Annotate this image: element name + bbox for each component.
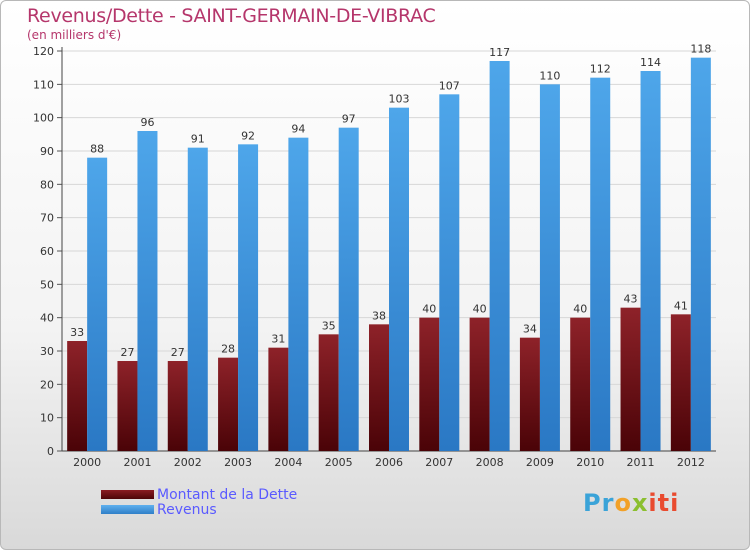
bar-revenus-2003 [238, 144, 259, 452]
data-label-dette-2008: 40 [473, 303, 487, 316]
bar-dette-2010 [570, 317, 591, 451]
legend-label-dette: Montant de la Dette [157, 486, 298, 503]
bar-dette-2012 [670, 314, 691, 451]
data-label-revenus-2009: 110 [539, 69, 560, 82]
data-label-dette-2009: 34 [523, 323, 537, 336]
data-label-dette-2000: 33 [70, 326, 84, 339]
bar-revenus-2000 [87, 157, 108, 451]
ytick-label-80: 80 [40, 178, 54, 191]
data-label-revenus-2012: 118 [690, 43, 711, 56]
ytick-label-10: 10 [40, 412, 54, 425]
data-label-revenus-2003: 92 [241, 129, 255, 142]
bar-revenus-2011 [640, 71, 661, 451]
bar-dette-2004 [268, 347, 289, 451]
bar-revenus-2010 [590, 77, 611, 452]
xtick-label-2002: 2002 [174, 456, 202, 469]
data-label-revenus-2005: 97 [342, 113, 356, 126]
legend-swatch-revenus [101, 505, 154, 514]
ytick-label-120: 120 [33, 45, 54, 58]
proxiti-logo: Proxiti [583, 489, 679, 517]
xtick-label-2000: 2000 [73, 456, 101, 469]
legend-label-revenus: Revenus [157, 501, 217, 518]
ytick-label-0: 0 [47, 445, 54, 458]
data-label-revenus-2001: 96 [140, 116, 154, 129]
data-label-revenus-2011: 114 [640, 56, 661, 69]
ytick-label-70: 70 [40, 212, 54, 225]
logo-part-3: x [631, 489, 649, 517]
ytick-label-100: 100 [33, 112, 54, 125]
bar-revenus-2009 [539, 84, 560, 451]
ytick-label-60: 60 [40, 245, 54, 258]
xtick-label-2004: 2004 [274, 456, 302, 469]
xtick-label-2005: 2005 [325, 456, 353, 469]
xtick-label-2011: 2011 [627, 456, 655, 469]
bar-revenus-2007 [439, 94, 460, 451]
ytick-label-110: 110 [33, 78, 54, 91]
legend-item-dette: Montant de la Dette [101, 486, 298, 503]
data-label-dette-2004: 31 [271, 333, 285, 346]
bar-dette-2011 [620, 307, 641, 451]
data-label-revenus-2007: 107 [439, 79, 460, 92]
xtick-label-2008: 2008 [476, 456, 504, 469]
ytick-label-40: 40 [40, 312, 54, 325]
ytick-label-90: 90 [40, 145, 54, 158]
ytick-label-20: 20 [40, 378, 54, 391]
bar-revenus-2006 [389, 107, 409, 452]
data-label-revenus-2002: 91 [191, 133, 205, 146]
bar-revenus-2004 [288, 137, 309, 451]
bar-dette-2003 [218, 357, 239, 451]
bar-revenus-2001 [137, 131, 158, 451]
chart-subtitle: (en milliers d'€) [27, 28, 122, 42]
legend-swatch-dette [101, 490, 154, 499]
data-label-dette-2011: 43 [624, 293, 638, 306]
xtick-label-2012: 2012 [677, 456, 705, 469]
data-label-revenus-2004: 94 [291, 123, 305, 136]
xtick-label-2010: 2010 [576, 456, 604, 469]
bar-dette-2005 [318, 334, 339, 451]
bar-dette-2006 [369, 324, 389, 451]
bar-dette-2001 [117, 361, 138, 451]
bar-revenus-2002 [187, 147, 208, 451]
xtick-label-2009: 2009 [526, 456, 554, 469]
data-label-dette-2012: 41 [674, 299, 688, 312]
data-label-dette-2001: 27 [120, 346, 134, 359]
data-label-dette-2003: 28 [221, 343, 235, 356]
data-label-dette-2007: 40 [422, 303, 436, 316]
data-label-revenus-2000: 88 [90, 143, 104, 156]
data-label-revenus-2006: 103 [389, 93, 410, 106]
legend: Montant de la Dette Revenus [101, 486, 298, 518]
data-label-revenus-2010: 112 [590, 63, 611, 76]
bar-dette-2002 [167, 361, 188, 451]
xtick-label-2007: 2007 [425, 456, 453, 469]
bar-dette-2009 [519, 337, 540, 451]
ytick-label-30: 30 [40, 345, 54, 358]
data-label-dette-2010: 40 [573, 303, 587, 316]
data-label-dette-2005: 35 [322, 319, 336, 332]
bar-revenus-2008 [489, 61, 510, 451]
logo-part-2: o [614, 489, 632, 517]
chart-title: Revenus/Dette - SAINT-GERMAIN-DE-VIBRAC [27, 5, 436, 27]
legend-item-revenus: Revenus [101, 501, 297, 518]
logo-part-1: Pr [583, 489, 615, 517]
bar-dette-2007 [419, 317, 440, 451]
bar-revenus-2005 [338, 127, 359, 452]
xtick-label-2001: 2001 [123, 456, 151, 469]
data-label-dette-2006: 38 [372, 309, 386, 322]
xtick-label-2003: 2003 [224, 456, 252, 469]
bar-revenus-2012 [690, 57, 711, 452]
logo-part-4: iti [648, 489, 680, 517]
xtick-label-2006: 2006 [375, 456, 403, 469]
data-label-dette-2002: 27 [171, 346, 185, 359]
bar-dette-2000 [67, 341, 88, 451]
ytick-label-50: 50 [40, 278, 54, 291]
data-label-revenus-2008: 117 [489, 46, 510, 59]
bar-dette-2008 [469, 317, 490, 451]
